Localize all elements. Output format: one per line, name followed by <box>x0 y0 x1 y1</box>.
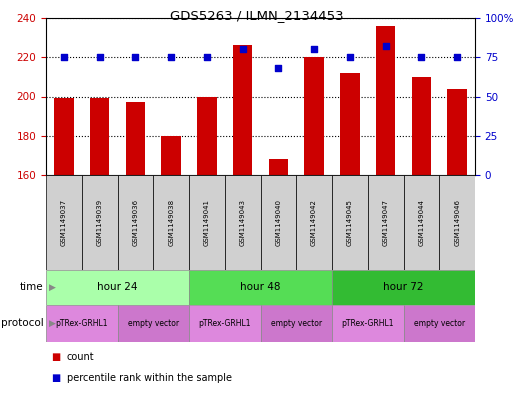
Text: hour 72: hour 72 <box>383 283 424 292</box>
Bar <box>268 159 288 175</box>
Point <box>382 43 390 50</box>
Point <box>95 54 104 61</box>
Text: empty vector: empty vector <box>413 319 465 328</box>
Text: ■: ■ <box>51 373 61 383</box>
Point <box>310 46 318 53</box>
Bar <box>126 103 145 175</box>
Text: GSM1149047: GSM1149047 <box>383 199 389 246</box>
Text: GSM1149038: GSM1149038 <box>168 199 174 246</box>
Text: ■: ■ <box>51 352 61 362</box>
Bar <box>376 26 396 175</box>
Text: GSM1149037: GSM1149037 <box>61 199 67 246</box>
Text: hour 48: hour 48 <box>240 283 281 292</box>
Text: GSM1149046: GSM1149046 <box>454 199 460 246</box>
Bar <box>261 305 332 342</box>
Bar <box>404 175 439 270</box>
Bar <box>368 175 404 270</box>
Bar <box>447 89 467 175</box>
Bar <box>46 305 117 342</box>
Bar <box>189 270 332 305</box>
Point <box>60 54 68 61</box>
Bar <box>439 175 475 270</box>
Bar <box>189 175 225 270</box>
Text: count: count <box>67 352 94 362</box>
Point <box>131 54 140 61</box>
Text: pTRex-GRHL1: pTRex-GRHL1 <box>342 319 394 328</box>
Bar <box>46 175 82 270</box>
Bar <box>161 136 181 175</box>
Bar <box>304 57 324 175</box>
Bar <box>46 270 189 305</box>
Bar <box>332 175 368 270</box>
Text: pTRex-GRHL1: pTRex-GRHL1 <box>199 319 251 328</box>
Point <box>274 65 283 72</box>
Text: GSM1149044: GSM1149044 <box>419 199 424 246</box>
Point <box>346 54 354 61</box>
Text: percentile rank within the sample: percentile rank within the sample <box>67 373 231 383</box>
Bar <box>117 305 189 342</box>
Bar <box>90 99 109 175</box>
Bar <box>233 46 252 175</box>
Text: GSM1149036: GSM1149036 <box>132 199 139 246</box>
Text: empty vector: empty vector <box>128 319 179 328</box>
Text: ▶: ▶ <box>49 319 55 328</box>
Bar <box>332 270 475 305</box>
Text: GSM1149041: GSM1149041 <box>204 199 210 246</box>
Bar <box>332 305 404 342</box>
Text: GSM1149039: GSM1149039 <box>96 199 103 246</box>
Text: GSM1149043: GSM1149043 <box>240 199 246 246</box>
Text: GSM1149045: GSM1149045 <box>347 199 353 246</box>
Bar <box>404 305 475 342</box>
Text: GSM1149042: GSM1149042 <box>311 199 317 246</box>
Bar <box>189 305 261 342</box>
Point <box>167 54 175 61</box>
Text: pTRex-GRHL1: pTRex-GRHL1 <box>55 319 108 328</box>
Bar <box>54 99 74 175</box>
Bar <box>261 175 296 270</box>
Point <box>203 54 211 61</box>
Bar <box>82 175 117 270</box>
Text: hour 24: hour 24 <box>97 283 138 292</box>
Bar <box>197 97 216 175</box>
Bar <box>340 73 360 175</box>
Point <box>417 54 425 61</box>
Text: GDS5263 / ILMN_2134453: GDS5263 / ILMN_2134453 <box>170 9 343 22</box>
Text: GSM1149040: GSM1149040 <box>275 199 281 246</box>
Text: protocol: protocol <box>1 318 44 329</box>
Text: empty vector: empty vector <box>271 319 322 328</box>
Point <box>453 54 461 61</box>
Text: time: time <box>20 283 44 292</box>
Point <box>239 46 247 53</box>
Bar <box>225 175 261 270</box>
Bar <box>296 175 332 270</box>
Text: ▶: ▶ <box>49 283 55 292</box>
Bar <box>411 77 431 175</box>
Bar <box>153 175 189 270</box>
Bar <box>117 175 153 270</box>
